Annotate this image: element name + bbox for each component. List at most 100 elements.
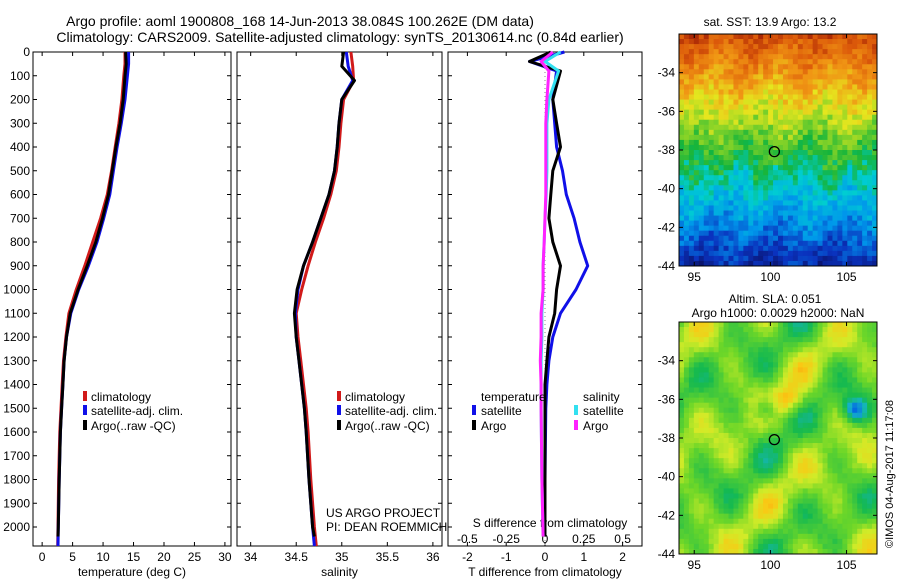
x-tick-label: 0 xyxy=(542,550,549,564)
legend-swatch xyxy=(472,405,476,415)
sla-map: 95 100 105 -34 -36 -38 -40 -42 -44 xyxy=(658,321,878,572)
y-tick-label: -44 xyxy=(658,547,676,561)
legend-swatch xyxy=(574,420,578,430)
y-tick-label: 1400 xyxy=(3,378,30,392)
y-tick-label: -42 xyxy=(658,508,676,522)
y-tick-label: -40 xyxy=(658,182,676,196)
x-tick-label: -1 xyxy=(501,550,512,564)
legend-label: satellite-adj. clim. xyxy=(345,404,437,418)
legend-label: Argo xyxy=(583,419,609,433)
legend-swatch xyxy=(337,391,341,401)
copyright-text: ©IMOS 04-Aug-2017 11:17:08 xyxy=(884,400,896,548)
x-top-tick-label: 0.25 xyxy=(572,532,596,546)
y-tick-label: 1100 xyxy=(4,306,30,320)
y-tick-label: 1800 xyxy=(3,473,30,487)
y-tick-label: -44 xyxy=(658,259,676,273)
argo-position-marker xyxy=(768,145,781,158)
series-line-temperature-argo xyxy=(528,50,562,537)
x-tick-label: 105 xyxy=(837,270,857,284)
legend-label: Argo xyxy=(481,419,507,433)
series-line-salinity-argo xyxy=(538,50,554,537)
legend-swatch xyxy=(83,391,87,401)
temperature-panel: 0 100 200 300 400 500 600 700 800 900 1000 1100 1200… xyxy=(3,45,232,579)
argo-position-marker xyxy=(768,433,781,446)
y-tick-label: -36 xyxy=(658,104,676,118)
x-tick-label: 105 xyxy=(837,558,857,572)
sst-map-title: sat. SST: 13.9 Argo: 13.2 xyxy=(704,15,837,29)
legend-label: climatology xyxy=(345,390,405,404)
y-tick-label: 1200 xyxy=(3,330,30,344)
pi-annotation: PI: DEAN ROEMMICH xyxy=(326,520,447,534)
y-tick-label: 1000 xyxy=(3,283,30,297)
y-tick-label: 1300 xyxy=(3,354,30,368)
y-tick-label: 600 xyxy=(10,188,30,202)
legend-label: satellite xyxy=(583,404,624,418)
y-tick-label: 400 xyxy=(10,140,30,154)
series-line-climatology xyxy=(294,51,356,547)
x-axis-label: temperature (deg C) xyxy=(78,565,186,579)
legend-title: temperature xyxy=(481,390,546,404)
y-tick-label: -34 xyxy=(658,66,676,80)
difference-panel: -2 -1 0 1 2 -0.5 -0.25 0 0.25 0.5 S difference fro… xyxy=(447,50,643,579)
x-tick-label: 20 xyxy=(157,550,171,564)
heatmap-cells xyxy=(679,322,878,555)
legend-swatch xyxy=(574,405,578,415)
plot-frame xyxy=(32,51,232,547)
sst-map: 95 100 105 -34 -36 -38 -40 -42 -44 xyxy=(658,33,878,284)
legend-swatch xyxy=(83,420,87,430)
y-tick-label: 2000 xyxy=(3,520,30,534)
x-top-tick-label: -0.5 xyxy=(457,532,478,546)
y-tick-label: 500 xyxy=(10,164,30,178)
x-tick-label: 100 xyxy=(760,270,780,284)
y-tick-label: -34 xyxy=(658,354,676,368)
x-tick-label: 34 xyxy=(244,550,258,564)
series-line-argo-raw-qc- xyxy=(56,51,128,537)
x-top-tick-label: 0.5 xyxy=(614,532,631,546)
y-tick-label: -42 xyxy=(658,220,676,234)
x-tick-label: 36 xyxy=(426,550,440,564)
y-tick-label: 800 xyxy=(10,235,30,249)
x-tick-label: 10 xyxy=(96,550,110,564)
legend-label: satellite xyxy=(481,404,522,418)
x-tick-label: 95 xyxy=(688,270,702,284)
x-tick-label: 2 xyxy=(619,550,626,564)
figure-title-line1: Argo profile: aoml 1900808_168 14-Jun-20… xyxy=(66,13,534,29)
legend-label: Argo(..raw -QC) xyxy=(91,419,176,433)
x-tick-label: 5 xyxy=(69,550,76,564)
x-top-axis-label: S difference from climatology xyxy=(473,516,628,530)
y-tick-label: 900 xyxy=(10,259,30,273)
y-tick-label: 1900 xyxy=(3,496,30,510)
y-tick-label: 100 xyxy=(10,69,30,83)
legend-swatch xyxy=(337,405,341,415)
x-tick-label: 15 xyxy=(127,550,141,564)
series-line-argo-raw-qc- xyxy=(292,51,356,537)
y-tick-label: 1500 xyxy=(3,401,30,415)
legend-label: climatology xyxy=(91,390,151,404)
figure-title-line2: Climatology: CARS2009. Satellite-adjuste… xyxy=(56,29,623,45)
legend-title: salinity xyxy=(583,390,620,404)
y-tick-label: 1600 xyxy=(3,425,30,439)
x-tick-label: 95 xyxy=(688,558,702,572)
sla-map-title: Altim. SLA: 0.051 xyxy=(729,292,822,306)
y-tick-label: 0 xyxy=(23,45,30,59)
y-tick-label: 200 xyxy=(10,93,30,107)
heatmap-cells xyxy=(679,34,878,267)
legend-swatch xyxy=(472,420,476,430)
legend-swatch xyxy=(337,420,341,430)
x-tick-label: 35.5 xyxy=(376,550,400,564)
y-tick-label: 700 xyxy=(10,211,30,225)
y-tick-label: -38 xyxy=(658,431,676,445)
legend-label: Argo(..raw -QC) xyxy=(345,419,430,433)
legend-swatch xyxy=(83,405,87,415)
x-tick-label: 1 xyxy=(580,550,587,564)
x-tick-label: 100 xyxy=(760,558,780,572)
project-annotation: US ARGO PROJECT xyxy=(326,506,441,520)
y-tick-label: -40 xyxy=(658,470,676,484)
legend-label: satellite-adj. clim. xyxy=(91,404,183,418)
x-tick-label: -2 xyxy=(462,550,473,564)
x-tick-label: 34.5 xyxy=(285,550,309,564)
y-tick-label: 300 xyxy=(10,116,30,130)
x-tick-label: 30 xyxy=(218,550,232,564)
x-top-tick-label: 0 xyxy=(542,532,549,546)
